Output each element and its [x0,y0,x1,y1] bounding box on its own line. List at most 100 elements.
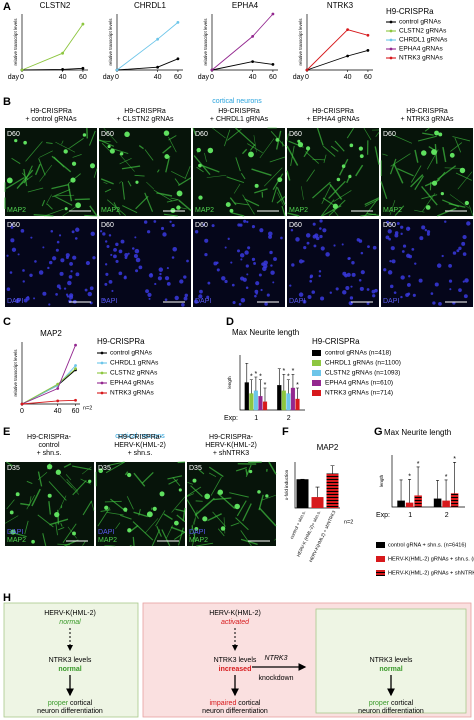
neurite [100,509,111,512]
nucleus [239,253,245,258]
error-bar [408,479,412,503]
neurite [103,181,108,185]
nucleus [47,266,50,270]
neurite [26,480,33,485]
nucleus [164,298,168,301]
neurite [110,147,129,154]
legend-label: control gRNAs (n=418) [325,350,391,357]
nucleus [23,298,28,303]
neurite [155,510,166,527]
neurite [235,157,241,172]
error-bar [444,479,448,501]
nucleus [466,221,471,226]
nucleus [67,280,72,286]
neurite [172,477,181,487]
neurite [355,164,364,177]
nucleus [319,219,323,223]
neurite [57,543,70,546]
nucleus [118,249,123,254]
neurite [156,192,173,197]
neurite [65,474,72,481]
soma [176,190,183,197]
nucleus [131,247,135,250]
nucleus [400,295,403,299]
nucleus [104,282,108,286]
nucleus [318,274,321,278]
legend-label: CLSTN2 gRNAs (n=1093) [325,370,400,377]
x-tick-label: 60 [364,74,372,81]
map2-image [95,461,186,547]
nucleus [269,250,273,255]
nucleus [104,240,108,243]
nucleus [254,289,259,294]
stain-label: DAPI [7,529,23,536]
series-line [306,29,369,71]
neurite [48,481,67,501]
neurite [33,214,54,217]
bar [433,498,442,508]
series-line [211,13,274,71]
nucleus [56,240,60,244]
data-point [74,367,77,371]
neurite [31,488,41,507]
neurite [452,136,471,142]
nucleus [307,295,312,299]
nucleus [280,236,283,240]
neurite [5,461,13,467]
neurite [135,195,149,210]
neurite [329,183,343,200]
neurite [120,514,132,520]
neurite [240,530,252,547]
neurite [414,175,424,191]
nucleus [110,253,113,256]
error-bar [282,373,286,391]
nucleus [58,234,62,237]
column-header: HERV-K(HML-2) [205,442,257,449]
nucleus [341,243,344,246]
soma [104,505,109,510]
soma [10,529,16,535]
x-tick-label: 40 [54,408,62,415]
stain-label: DAPI [195,298,211,305]
legend-marker [100,351,104,355]
soma [341,164,346,168]
nucleus [58,287,62,290]
panel-label: H [3,592,11,604]
soma [170,208,176,213]
soma [297,139,301,143]
y-axis-label: relative transcript levels [298,18,303,66]
neurite [45,194,52,205]
data-point [366,33,370,37]
nucleus [199,289,203,294]
neurite [193,510,198,525]
nucleus [314,233,319,238]
nucleus [115,242,119,247]
neurite [249,144,256,151]
neurite [198,468,205,475]
x-axis-label: day [8,74,20,81]
soma [349,143,354,148]
neurite [196,166,204,173]
neurite [115,522,121,530]
neurite [201,164,220,173]
legend-swatch [312,390,321,396]
nucleus [63,287,67,290]
neurite [171,171,187,179]
dapi-image [193,219,285,307]
nucleus [231,283,235,287]
nucleus [134,236,137,239]
neurite [286,170,291,181]
series-line [116,58,179,71]
neurite [163,513,173,521]
error-bar [453,461,457,494]
nucleus [405,293,410,297]
nucleus [224,246,227,249]
day-label: D60 [101,222,114,229]
nucleus [120,239,125,244]
panel-label: D [226,316,234,328]
neurite [360,213,377,217]
neurite [63,463,72,468]
soma [178,488,182,492]
neurite [84,214,98,217]
soma [63,149,68,154]
